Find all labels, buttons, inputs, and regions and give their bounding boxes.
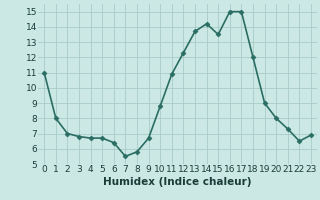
X-axis label: Humidex (Indice chaleur): Humidex (Indice chaleur) — [103, 177, 252, 187]
